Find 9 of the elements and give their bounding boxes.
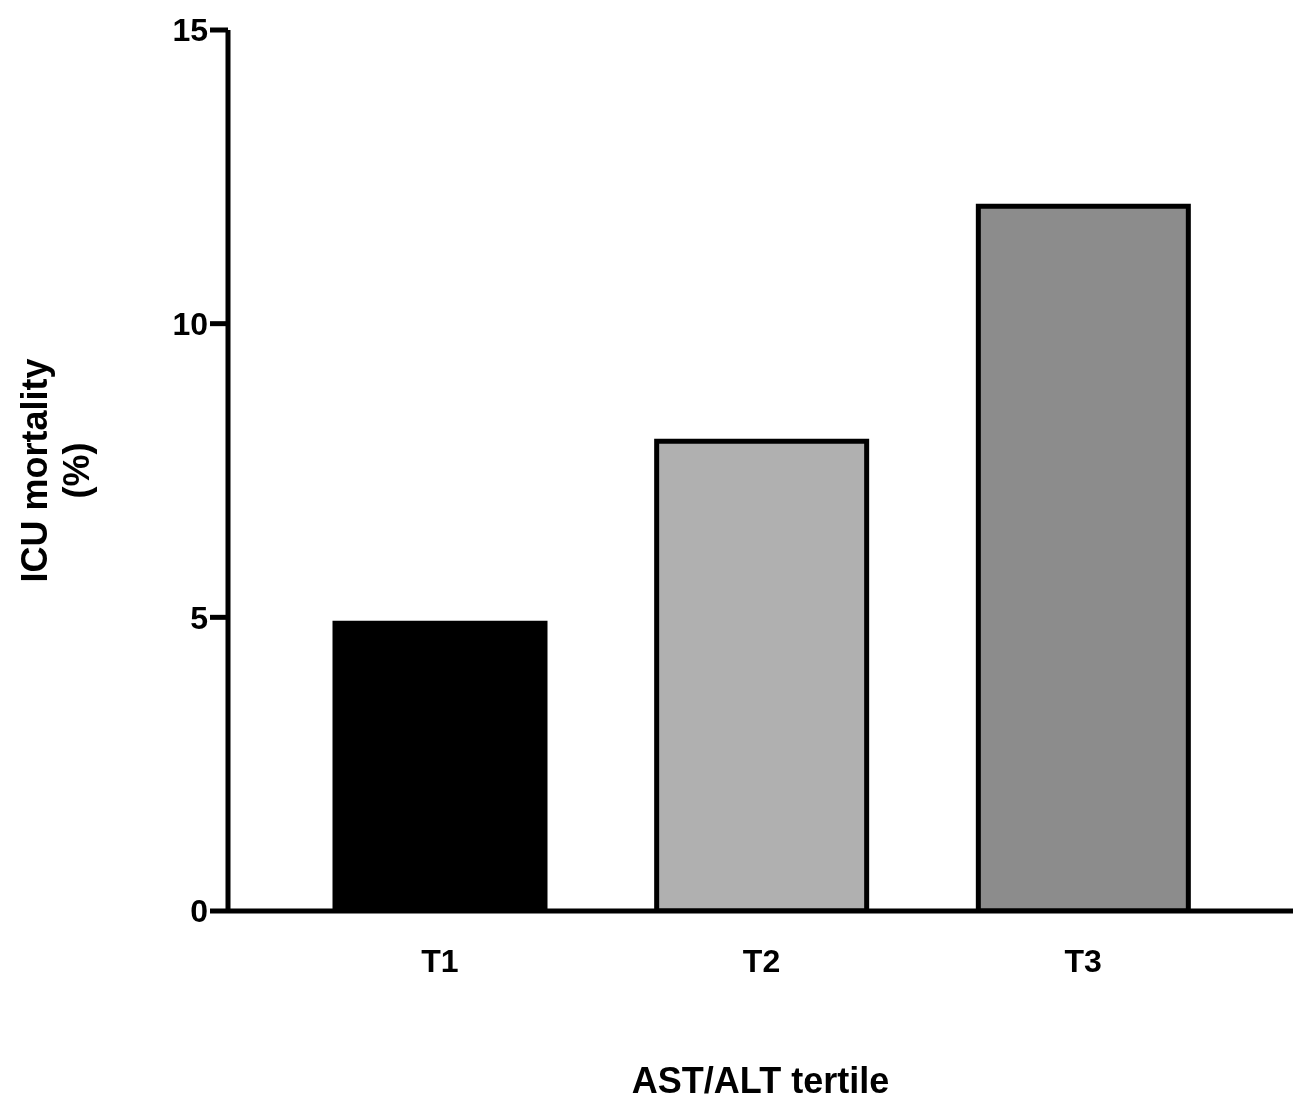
y-tick-label: 15 xyxy=(172,12,208,49)
x-tick-label: T2 xyxy=(742,942,781,979)
x-tick-label: T3 xyxy=(1064,942,1102,979)
y-tick-label: 5 xyxy=(190,599,208,636)
y-tick-label: 0 xyxy=(190,893,208,930)
x-tick-label: T1 xyxy=(421,942,459,979)
y-axis-title: ICU mortality (%) xyxy=(14,358,97,583)
y-tick-label: 10 xyxy=(172,306,208,343)
x-axis-title: AST/ALT tertile xyxy=(631,1060,890,1101)
